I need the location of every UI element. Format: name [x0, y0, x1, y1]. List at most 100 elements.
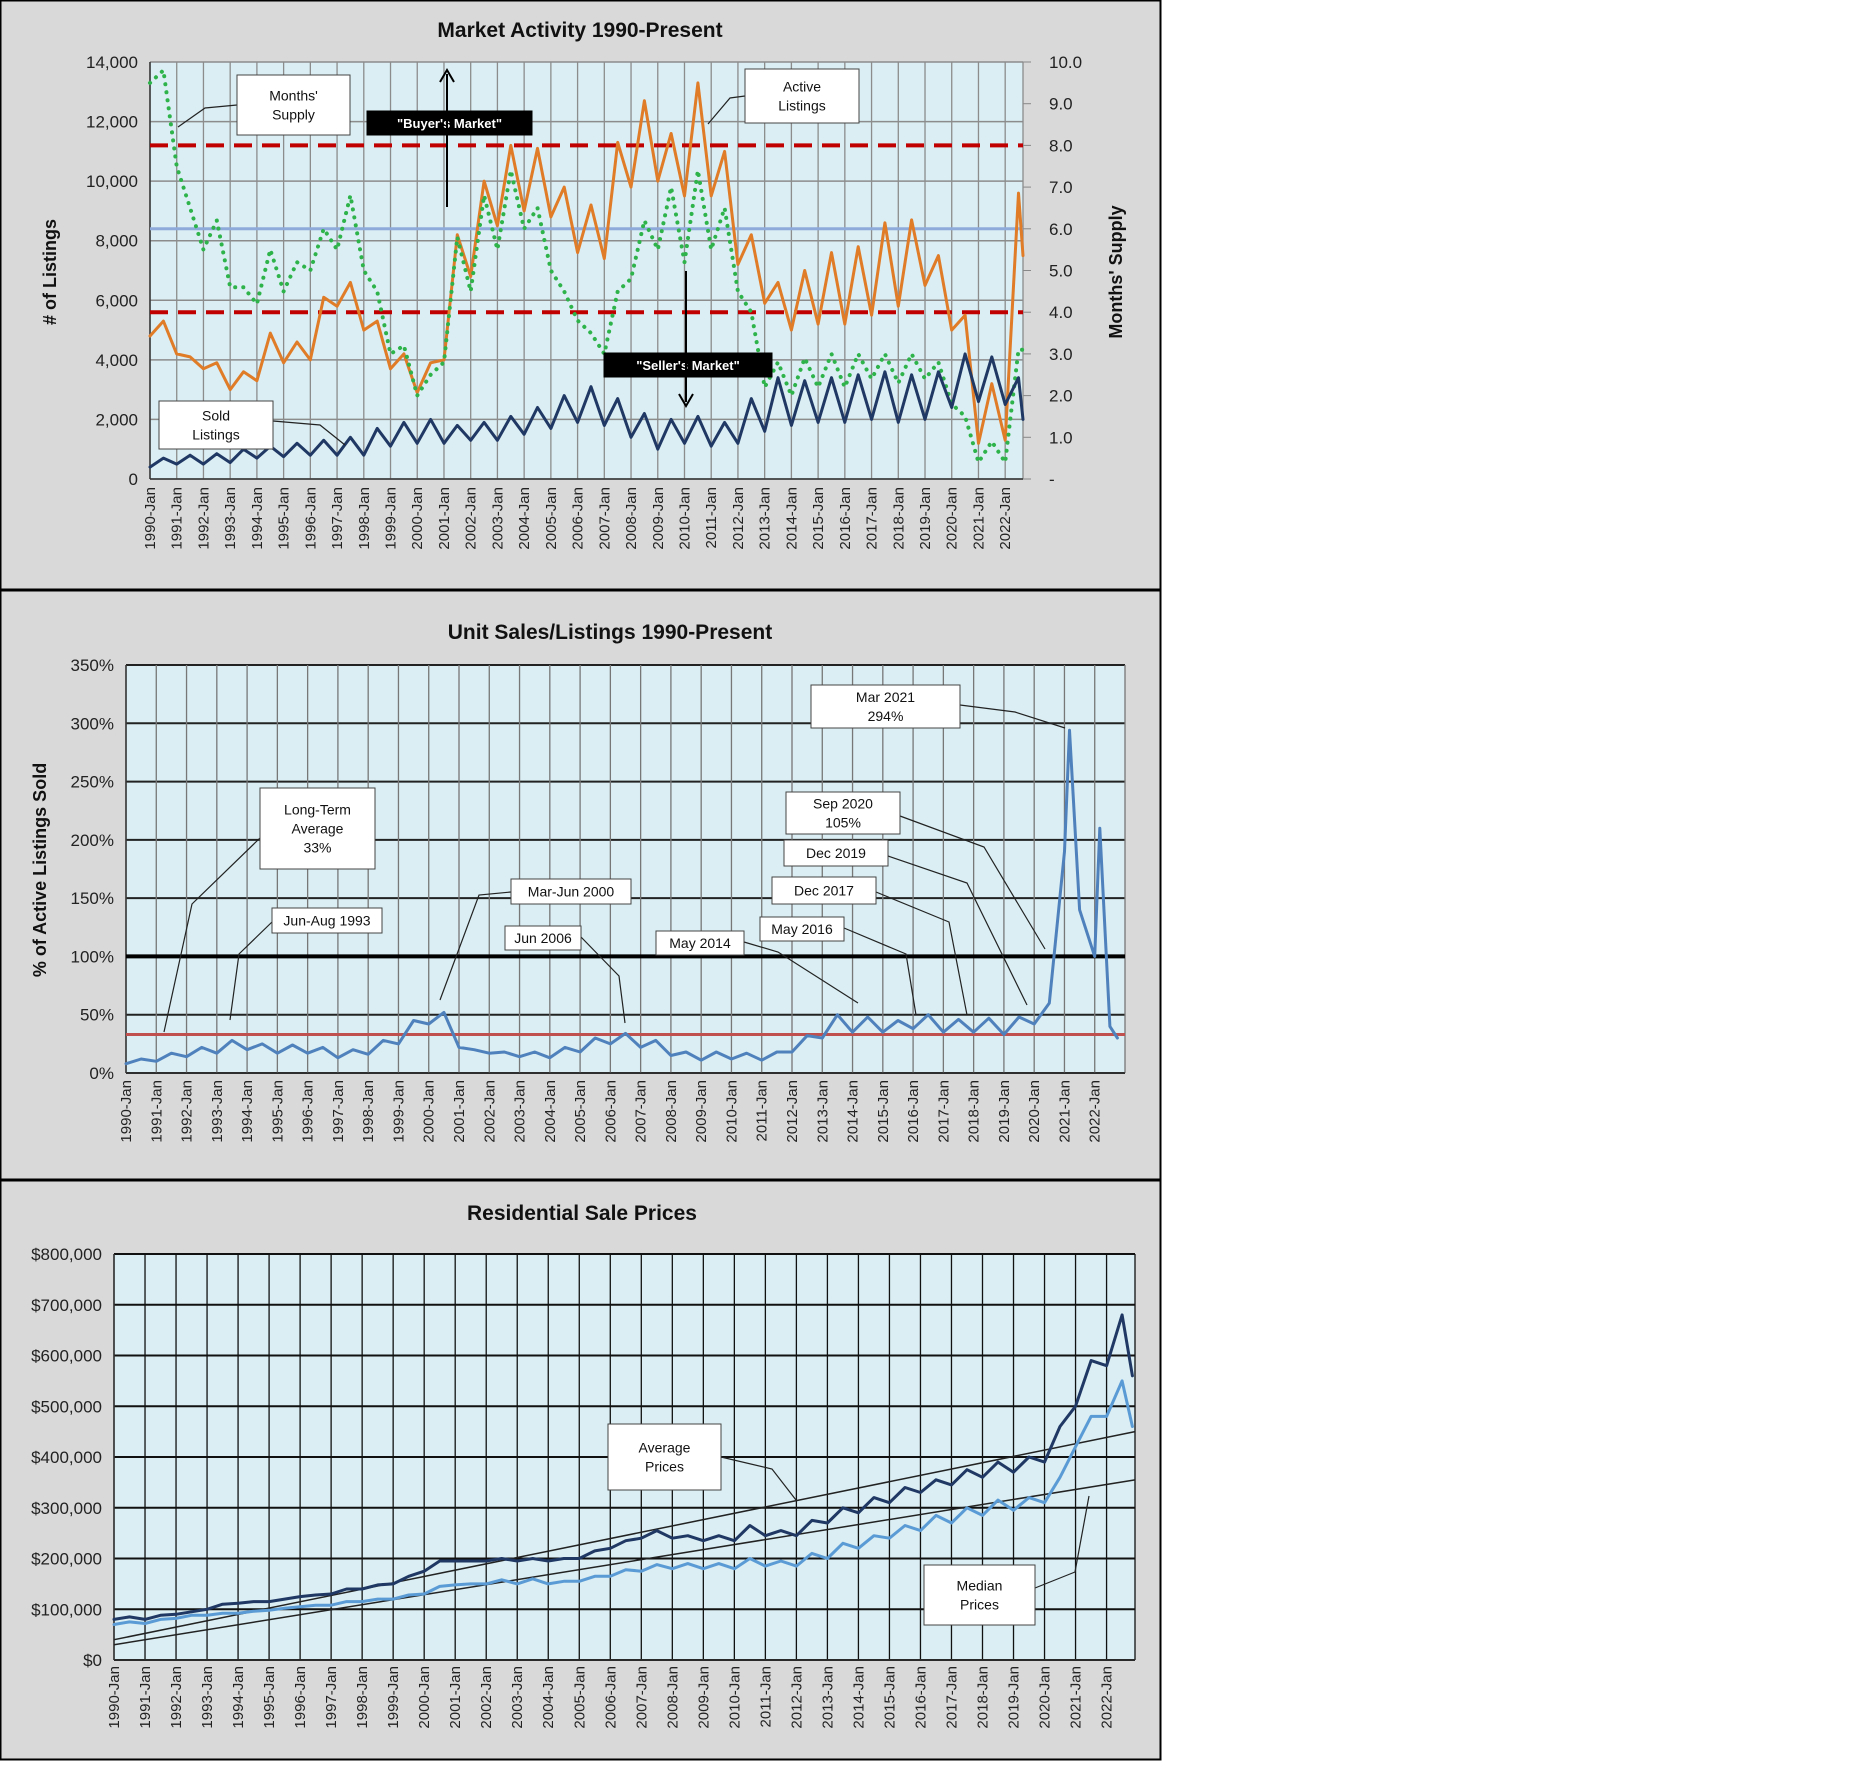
y-tick-label: $600,000 [31, 1347, 102, 1366]
x-tick-label: 2007-Jan [596, 487, 613, 550]
panel-market-activity: Market Activity 1990-Present 0 2,000 4,000… [0, 0, 1162, 591]
x-tick-label: 1998-Jan [360, 1080, 377, 1143]
x-tick-label: 2001-Jan [436, 487, 453, 550]
annotation-box [510, 878, 632, 905]
x-tick-label: 1990-Jan [142, 487, 159, 550]
x-tick-label: 1992-Jan [195, 487, 212, 550]
y-axis-title: # of Listings [40, 219, 60, 325]
chart-sale-prices: $0 $100,000 $200,000 $300,000 $400,000 $500,0… [31, 1245, 1136, 1729]
x-tick-label: 1997-Jan [323, 1666, 340, 1729]
y-tick-label: 250% [71, 773, 114, 792]
x-tick-label: 2010-Jan [676, 487, 693, 550]
x-tick-label: 2019-Jan [996, 1080, 1013, 1143]
x-tick-label: 1996-Jan [302, 487, 319, 550]
x-tick-label: 2004-Jan [516, 487, 533, 550]
annotation-box [810, 684, 961, 729]
x-tick-label: 2022-Jan [1087, 1080, 1104, 1143]
y-tick-label: 6,000 [95, 291, 138, 310]
x-tick-label: 2005-Jan [543, 487, 560, 550]
y-tick-label: 4,000 [95, 351, 138, 370]
x-tick-label: 2014-Jan [845, 1080, 862, 1143]
leader-line [843, 927, 917, 1016]
annotation-average-prices: Average Prices [607, 1423, 797, 1501]
annotation-text: Jun 2006 [514, 930, 572, 946]
chart-title-unit-sales: Unit Sales/Listings 1990-Present [448, 621, 772, 644]
y-tick-label: 0 [129, 470, 138, 489]
annotation-text: Dec 2019 [806, 845, 866, 861]
x-tick-label: 1990-Jan [118, 1080, 135, 1143]
y-right-tick-label: 3.0 [1049, 345, 1073, 364]
annotation-text: Long-Term [284, 802, 351, 818]
x-tick-label: 2011-Jan [757, 1666, 774, 1727]
annotation-box [366, 110, 533, 136]
x-tick-label: 2020-Jan [1037, 1666, 1054, 1729]
x-tick-label: 2010-Jan [723, 1080, 740, 1143]
x-tick-label: 2011-Jan [703, 487, 720, 548]
annotation-median-prices: Median Prices [923, 1495, 1090, 1626]
x-tick-label: 1992-Jan [179, 1080, 196, 1143]
trend-line [113, 1430, 1136, 1641]
x-tick-label: 1998-Jan [356, 487, 373, 550]
leader-line [439, 891, 512, 1001]
x-tick-label: 2011-Jan [754, 1080, 771, 1141]
y-right-tick-label: 5.0 [1049, 262, 1073, 281]
panel-unit-sales: Unit Sales/Listings 1990-Present 0% 50% 10… [0, 589, 1162, 1181]
arrow-down-icon [678, 393, 694, 408]
x-tick-label: 2012-Jan [788, 1666, 805, 1729]
leader-line [163, 837, 261, 1033]
annotation-jun-aug-1993: Jun-Aug 1993 [229, 907, 383, 1021]
y-right-tick-label: 10.0 [1049, 53, 1082, 72]
x-tick-label: 2021-Jan [970, 487, 987, 550]
annotation-text: Sep 2020 [813, 796, 873, 812]
x-tick-label: 2016-Jan [837, 487, 854, 550]
x-tick-label: 1991-Jan [148, 1080, 165, 1143]
x-tick-label: 2012-Jan [730, 487, 747, 550]
x-tick-label: 2017-Jan [864, 487, 881, 550]
y-tick-label: $200,000 [31, 1550, 102, 1569]
x-tick-label: 1997-Jan [329, 487, 346, 550]
x-tick-label: 2015-Jan [881, 1666, 898, 1729]
x-tick-label: 1991-Jan [137, 1666, 154, 1729]
x-tick-label: 2003-Jan [489, 487, 506, 550]
annotation-text: Active [783, 79, 821, 95]
chart-title-market-activity: Market Activity 1990-Present [437, 19, 722, 42]
annotation-box [603, 352, 773, 378]
x-tick-label: 2019-Jan [917, 487, 934, 550]
y-tick-label: $400,000 [31, 1448, 102, 1467]
y-right-tick-label: 8.0 [1049, 136, 1073, 155]
x-tick-label: 2012-Jan [784, 1080, 801, 1143]
x-tick-label: 2015-Jan [875, 1080, 892, 1143]
leader-line [959, 704, 1066, 729]
annotation-text: Median [957, 1578, 1003, 1594]
x-tick-label: 2009-Jan [650, 487, 667, 550]
annotation-box [607, 1423, 722, 1491]
x-tick-label: 1995-Jan [276, 487, 293, 550]
leader-line [887, 855, 1028, 1006]
annotation-box [923, 1564, 1036, 1626]
annotation-may-2014: May 2014 [655, 930, 859, 1004]
y-right-tick-label: 4.0 [1049, 303, 1073, 322]
annotation-box [236, 74, 351, 136]
annotation-text: Prices [645, 1459, 684, 1475]
x-tick-label: 2015-Jan [810, 487, 827, 550]
annotation-box [744, 68, 860, 124]
x-tick-label: 1995-Jan [269, 1080, 286, 1143]
y-tick-label: 14,000 [86, 53, 138, 72]
x-tick-label: 2000-Jan [409, 487, 426, 550]
panel-sale-prices: Residential Sale Prices $0 $100,000 $200,0… [0, 1179, 1162, 1761]
x-tick-label: 2003-Jan [509, 1666, 526, 1729]
x-tick-label: 2009-Jan [693, 1080, 710, 1143]
x-tick-label: 2018-Jan [974, 1666, 991, 1729]
leader-line [720, 1456, 797, 1501]
x-tick-label: 1999-Jan [385, 1666, 402, 1729]
annotation-dec-2019: Dec 2019 [783, 839, 1028, 1006]
annotation-sold-listings: Sold Listings [158, 400, 346, 450]
chart-title-sale-prices: Residential Sale Prices [467, 1202, 697, 1225]
annotation-text: Listings [192, 427, 239, 443]
x-tick-label: 1997-Jan [330, 1080, 347, 1143]
x-tick-label: 2003-Jan [512, 1080, 529, 1143]
x-tick-label: 2004-Jan [540, 1666, 557, 1729]
annotation-text: 33% [303, 840, 331, 856]
x-tick-label: 2014-Jan [850, 1666, 867, 1729]
x-tick-label: 2001-Jan [447, 1666, 464, 1729]
